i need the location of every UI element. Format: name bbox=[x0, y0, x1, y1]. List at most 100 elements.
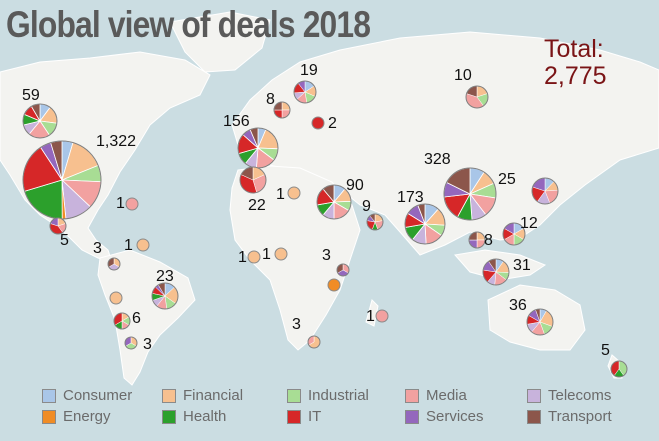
pie-outline bbox=[273, 101, 291, 119]
pie-label-madagascar: 1 bbox=[366, 308, 375, 325]
pie-label-baltics: 8 bbox=[266, 91, 275, 108]
pie-australia bbox=[526, 308, 554, 336]
legend-label: Telecoms bbox=[548, 387, 612, 404]
pie-outline bbox=[610, 360, 628, 378]
pie-outline bbox=[113, 312, 131, 330]
pie-morocco bbox=[239, 166, 267, 194]
legend-label: Health bbox=[183, 408, 227, 425]
pie-venezuela bbox=[136, 238, 150, 252]
pie-slice-financial bbox=[287, 186, 301, 200]
pie-outline bbox=[124, 336, 138, 350]
pie-scandinavia bbox=[293, 80, 317, 104]
legend-swatch bbox=[527, 388, 541, 403]
pie-label-uk: 156 bbox=[223, 113, 250, 130]
legend-label: IT bbox=[308, 408, 322, 425]
pie-russia-west bbox=[311, 116, 325, 130]
legend-swatch bbox=[42, 409, 56, 424]
pie-label-new-zealand: 5 bbox=[601, 342, 610, 359]
pie-outline bbox=[465, 85, 489, 109]
pie-label-caribbean: 1 bbox=[116, 195, 125, 212]
pie-label-venezuela: 1 bbox=[124, 237, 133, 254]
pie-southeast-asia bbox=[502, 222, 526, 246]
pie-outline bbox=[107, 257, 121, 271]
pie-outline bbox=[502, 222, 526, 246]
pie-kenya bbox=[336, 263, 350, 277]
pie-outline bbox=[151, 282, 179, 310]
pie-label-kenya: 3 bbox=[322, 247, 331, 264]
legend-item-energy: Energy bbox=[42, 408, 111, 425]
pie-outline bbox=[468, 231, 486, 249]
pie-slice-it bbox=[311, 116, 325, 130]
legend-label: Energy bbox=[63, 408, 111, 425]
pie-indonesia bbox=[482, 258, 510, 286]
pie-middle-east bbox=[366, 213, 384, 231]
pie-slice-financial bbox=[136, 238, 150, 252]
pie-label-turkey: 90 bbox=[346, 177, 364, 194]
pie-outline bbox=[307, 335, 321, 349]
pie-slice-financial bbox=[274, 247, 288, 261]
pie-label-japan: 25 bbox=[498, 171, 516, 188]
pie-outline bbox=[293, 80, 317, 104]
pie-outline bbox=[404, 203, 446, 245]
legend-label: Consumer bbox=[63, 387, 133, 404]
pie-usa bbox=[22, 140, 102, 220]
pie-label-china: 328 bbox=[424, 151, 451, 168]
legend-item-media: Media bbox=[405, 387, 467, 404]
pie-outline bbox=[49, 217, 67, 235]
pie-outline bbox=[531, 177, 559, 205]
legend-swatch bbox=[405, 388, 419, 403]
pie-label-canada: 59 bbox=[22, 87, 40, 104]
legend-item-transport: Transport bbox=[527, 408, 612, 425]
pie-label-algeria: 1 bbox=[276, 186, 285, 203]
pie-peru bbox=[109, 291, 123, 305]
pie-madagascar bbox=[375, 309, 389, 323]
legend-swatch bbox=[162, 409, 176, 424]
pie-brazil bbox=[151, 282, 179, 310]
legend-item-industrial: Industrial bbox=[287, 387, 369, 404]
legend-item-financial: Financial bbox=[162, 387, 243, 404]
pie-baltics bbox=[273, 101, 291, 119]
total-label: Total: bbox=[544, 35, 604, 63]
chart-title: Global view of deals 2018 bbox=[6, 4, 371, 45]
pie-label-brazil: 23 bbox=[156, 268, 174, 285]
land-south-america bbox=[97, 249, 196, 386]
pie-label-nigeria: 1 bbox=[238, 249, 247, 266]
pie-caribbean bbox=[125, 197, 139, 211]
pie-slice-financial bbox=[247, 250, 261, 264]
pie-outline bbox=[336, 263, 350, 277]
legend-item-it: IT bbox=[287, 408, 321, 425]
pie-slice-energy bbox=[327, 278, 341, 292]
pie-label-colombia: 3 bbox=[93, 240, 102, 257]
pie-outline bbox=[366, 213, 384, 231]
pie-india bbox=[404, 203, 446, 245]
pie-outline bbox=[526, 308, 554, 336]
pie-thailand bbox=[468, 231, 486, 249]
pie-slice-media bbox=[375, 309, 389, 323]
legend-swatch bbox=[287, 409, 301, 424]
pie-outline bbox=[239, 166, 267, 194]
pie-label-australia: 36 bbox=[509, 297, 527, 314]
pie-algeria bbox=[287, 186, 301, 200]
pie-slice-financial bbox=[109, 291, 123, 305]
pie-label-scandinavia: 19 bbox=[300, 62, 318, 79]
legend-item-telecoms: Telecoms bbox=[527, 387, 611, 404]
legend-swatch bbox=[287, 388, 301, 403]
pie-slice-media bbox=[125, 197, 139, 211]
legend-item-health: Health bbox=[162, 408, 226, 425]
pie-canada bbox=[22, 103, 58, 139]
legend-swatch bbox=[527, 409, 541, 424]
pie-label-ghana: 1 bbox=[262, 246, 271, 263]
legend-label: Industrial bbox=[308, 387, 369, 404]
legend-item-services: Services bbox=[405, 408, 484, 425]
pie-outline bbox=[443, 167, 497, 221]
pie-turkey bbox=[316, 184, 352, 220]
legend-label: Services bbox=[426, 408, 484, 425]
pie-uk bbox=[237, 127, 279, 169]
pie-label-russia-east: 10 bbox=[454, 67, 472, 84]
pie-russia-east bbox=[465, 85, 489, 109]
pie-outline bbox=[316, 184, 352, 220]
legend-label: Transport bbox=[548, 408, 612, 425]
pie-label-south-africa: 3 bbox=[292, 316, 301, 333]
